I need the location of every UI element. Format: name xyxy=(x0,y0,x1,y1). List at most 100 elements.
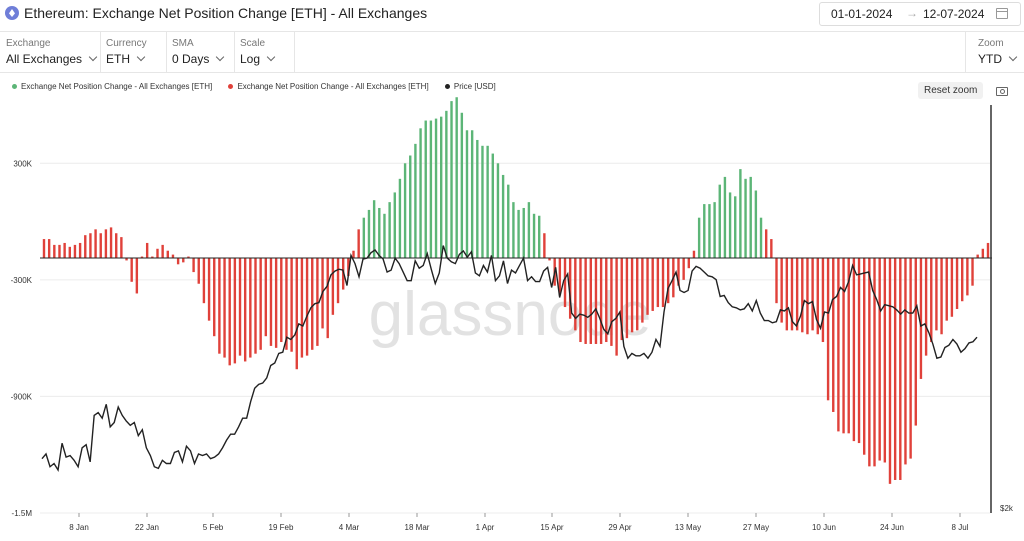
bar xyxy=(58,244,61,258)
bar xyxy=(295,258,298,370)
bar xyxy=(512,202,515,258)
bar xyxy=(708,204,711,258)
calendar-icon[interactable] xyxy=(996,8,1008,19)
bar xyxy=(161,244,164,258)
scale-select[interactable]: Scale Log xyxy=(234,32,295,72)
bar xyxy=(517,209,520,258)
reset-zoom-button[interactable]: Reset zoom xyxy=(918,82,984,99)
chevron-down-icon xyxy=(1008,52,1018,62)
bar xyxy=(522,207,525,258)
currency-value: ETH xyxy=(106,52,130,66)
bar xyxy=(481,145,484,258)
bar xyxy=(182,258,185,263)
bar xyxy=(909,258,912,459)
arrow-right-icon: → xyxy=(906,6,918,20)
bar xyxy=(341,258,345,290)
bar xyxy=(646,258,649,315)
bar xyxy=(501,174,505,258)
bar xyxy=(780,258,783,323)
bar xyxy=(362,217,366,258)
bar xyxy=(888,258,892,484)
bar xyxy=(630,258,634,333)
bar xyxy=(202,258,206,304)
bar xyxy=(476,139,479,258)
bar xyxy=(450,101,453,258)
bar xyxy=(486,145,489,258)
x-tick-label: 13 May xyxy=(675,523,701,532)
legend-item-negative[interactable]: Exchange Net Position Change - All Excha… xyxy=(228,82,429,91)
currency-select[interactable]: Currency ETH xyxy=(100,32,167,72)
date-range-picker[interactable]: 01-01-2024 → 12-07-2024 xyxy=(819,2,1021,26)
y-tick-label: -900K xyxy=(11,392,33,401)
bar xyxy=(259,258,262,350)
exchange-select[interactable]: Exchange All Exchanges xyxy=(0,32,101,72)
bar xyxy=(605,258,608,343)
bar xyxy=(759,217,763,258)
bar xyxy=(584,258,587,344)
bar xyxy=(455,97,458,258)
bar xyxy=(945,258,948,321)
bar xyxy=(878,258,881,461)
bar xyxy=(414,143,417,258)
zoom-select[interactable]: Zoom YTD xyxy=(965,32,1024,72)
bar xyxy=(187,256,190,258)
bar xyxy=(806,258,809,335)
bar xyxy=(749,176,752,258)
bar xyxy=(661,258,665,308)
bar xyxy=(238,258,242,356)
watermark: glassnode xyxy=(369,280,652,349)
legend-dot-red-icon xyxy=(228,84,234,90)
bar xyxy=(120,237,123,258)
bar xyxy=(940,258,943,335)
legend-item-price[interactable]: Price [USD] xyxy=(444,82,496,91)
bar xyxy=(470,130,474,258)
bar xyxy=(971,258,974,286)
bar xyxy=(579,258,582,343)
bar xyxy=(734,196,737,258)
camera-icon[interactable] xyxy=(996,87,1008,96)
bar xyxy=(496,163,500,258)
page-title: Ethereum: Exchange Net Position Change [… xyxy=(24,5,428,21)
bar xyxy=(218,258,221,354)
bar xyxy=(868,258,871,467)
exchange-label: Exchange xyxy=(6,38,51,49)
bar xyxy=(316,258,319,346)
bar xyxy=(728,192,732,258)
sma-select[interactable]: SMA 0 Days xyxy=(166,32,235,72)
date-from-input[interactable]: 01-01-2024 xyxy=(831,7,893,21)
title-bar: Ethereum: Exchange Net Position Change [… xyxy=(0,0,1024,28)
date-to-input[interactable]: 12-07-2024 xyxy=(923,7,985,21)
x-tick-label: 8 Jul xyxy=(952,523,969,532)
x-tick-label: 19 Feb xyxy=(269,523,294,532)
bar xyxy=(398,178,402,258)
bar xyxy=(981,248,985,258)
bar xyxy=(73,244,77,258)
bar xyxy=(961,258,964,302)
bar xyxy=(852,258,856,442)
bar xyxy=(574,258,577,331)
bar xyxy=(42,239,46,258)
legend-dot-green-icon xyxy=(12,84,17,90)
bar xyxy=(687,258,691,269)
zoom-label: Zoom xyxy=(978,38,1004,49)
bar xyxy=(821,258,825,343)
bar xyxy=(78,242,82,258)
bar xyxy=(192,258,195,273)
bar xyxy=(703,204,706,258)
bar xyxy=(507,184,510,258)
bar xyxy=(692,250,696,258)
bar xyxy=(754,190,758,258)
legend-dot-black-icon xyxy=(444,84,450,90)
bar xyxy=(899,258,902,480)
bar xyxy=(280,258,283,343)
bar xyxy=(440,116,443,258)
bar xyxy=(594,258,598,344)
bar xyxy=(625,258,629,339)
bar xyxy=(47,239,51,258)
x-tick-label: 4 Mar xyxy=(339,523,360,532)
bar xyxy=(919,258,923,379)
bar xyxy=(140,256,144,258)
bar xyxy=(532,213,536,258)
legend-item-positive[interactable]: Exchange Net Position Change - All Excha… xyxy=(12,82,212,91)
bar xyxy=(527,202,531,258)
